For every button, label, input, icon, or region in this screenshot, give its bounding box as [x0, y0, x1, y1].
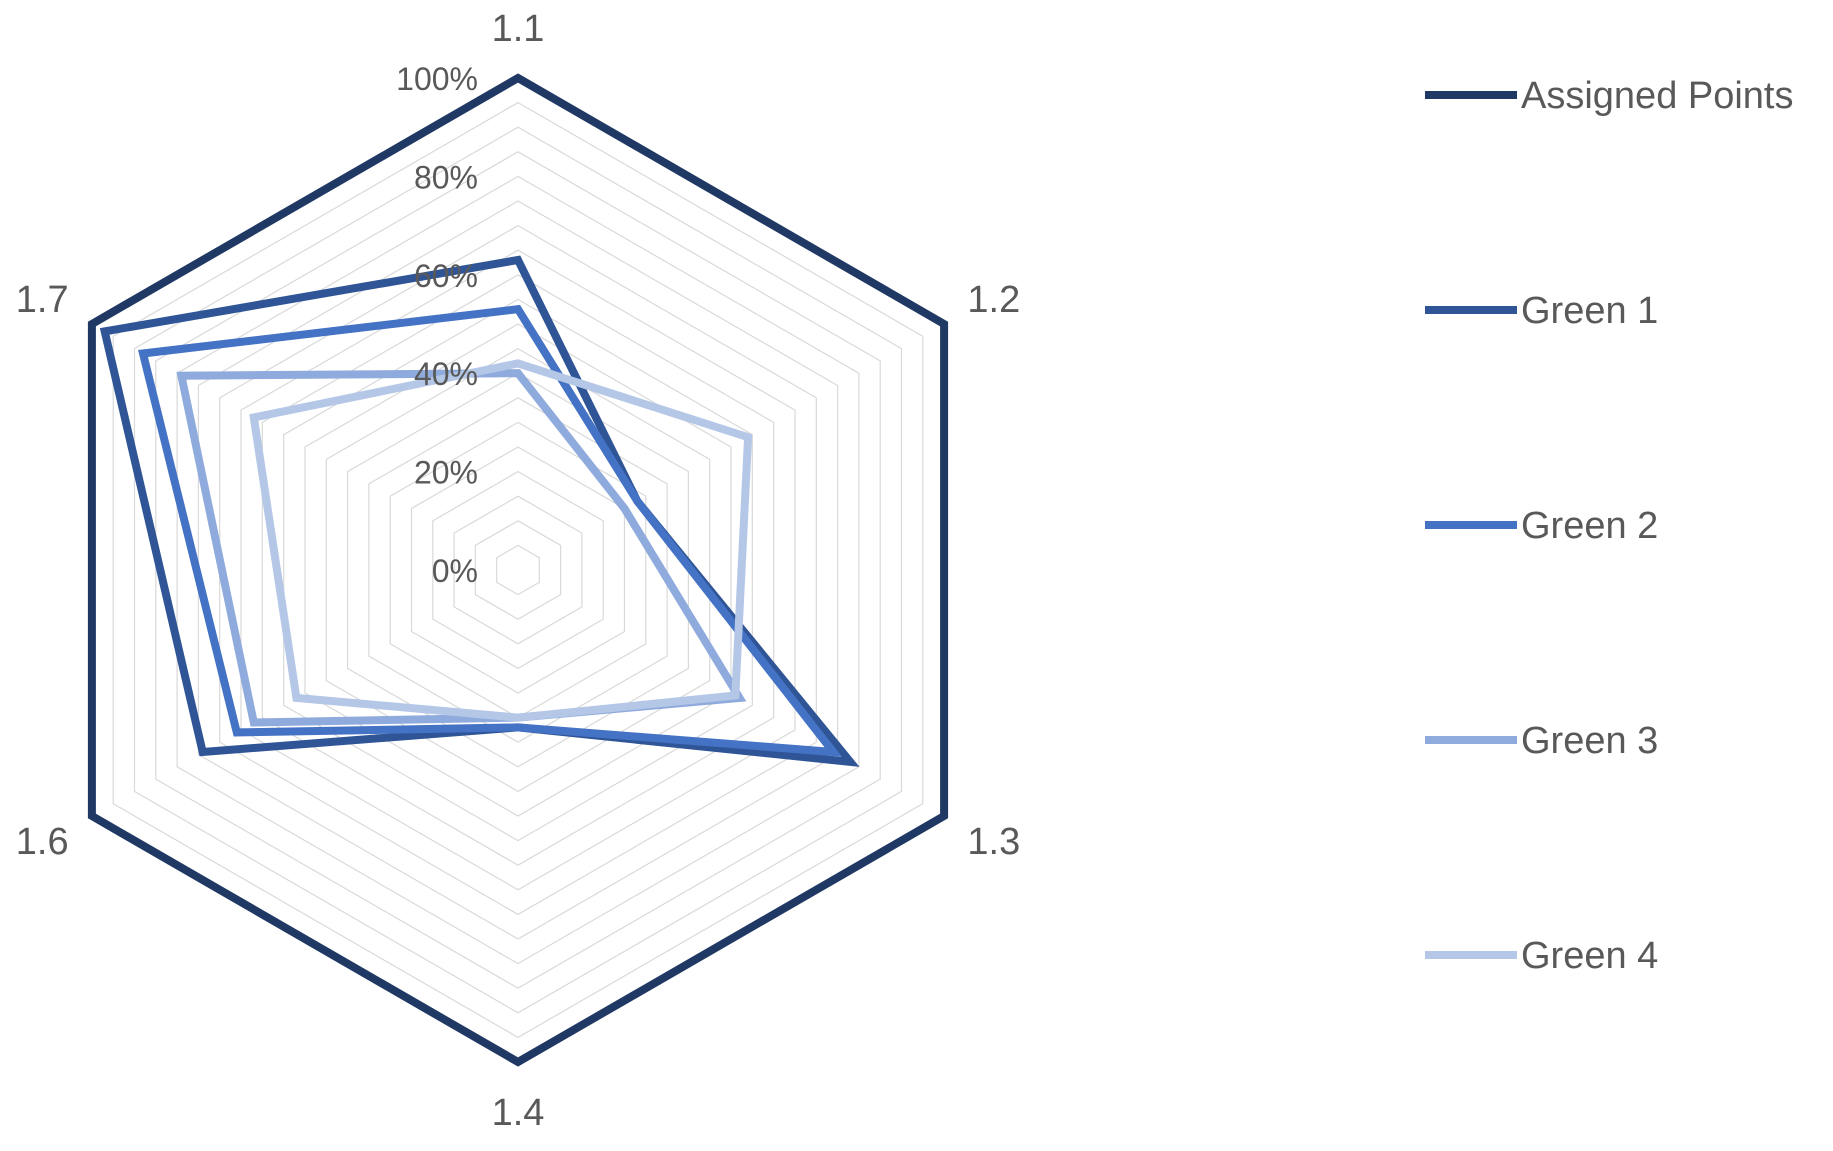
radial-tick-label: 80%: [414, 159, 478, 195]
radar-gridline: [453, 495, 583, 645]
category-label-1-2: 1.2: [967, 279, 1020, 321]
category-label-1-4: 1.4: [492, 1092, 545, 1134]
radar-gridline: [219, 224, 817, 916]
radar-gridline: [112, 101, 924, 1039]
category-label-1-3: 1.3: [967, 821, 1020, 863]
radial-tick-label: 20%: [414, 455, 478, 491]
radial-tick-label: 40%: [414, 356, 478, 392]
radar-gridline: [240, 249, 796, 891]
radar-gridline: [496, 544, 540, 596]
radar-gridline: [432, 470, 604, 670]
legend-label: Green 4: [1521, 935, 1658, 977]
category-label-1-6: 1.6: [16, 821, 69, 863]
radar-gridline: [347, 372, 690, 768]
legend-label: Assigned Points: [1521, 75, 1794, 117]
legend-label: Green 1: [1521, 290, 1658, 332]
radial-tick-label: 0%: [432, 553, 478, 589]
radar-gridline: [197, 200, 839, 940]
radar-gridline: [304, 323, 732, 817]
radar-gridline: [261, 274, 775, 866]
radar-gridlines: [91, 77, 945, 1063]
series-line-green-2: [138, 304, 843, 757]
series-line-assigned-points: [87, 73, 949, 1067]
category-label-1-1: 1.1: [492, 8, 545, 50]
category-label-1-7: 1.7: [16, 279, 69, 321]
legend-label: Green 2: [1521, 505, 1658, 547]
radar-gridline: [368, 397, 668, 743]
radar-gridline: [133, 126, 903, 1014]
series-line-green-4: [249, 359, 753, 722]
radar-series-group: [87, 73, 949, 1067]
radar-gridline: [283, 298, 753, 842]
series-line-green-3: [176, 369, 747, 727]
radar-gridline: [155, 151, 881, 989]
radial-tick-label: 100%: [396, 61, 478, 97]
legend-label: Green 3: [1521, 720, 1658, 762]
radial-tick-label: 60%: [414, 258, 478, 294]
radar-gridline: [474, 520, 562, 620]
legend: Assigned Points Green 1 Green 2 Green 3 Gree…: [1425, 75, 1794, 977]
radar-gridline: [325, 347, 711, 793]
